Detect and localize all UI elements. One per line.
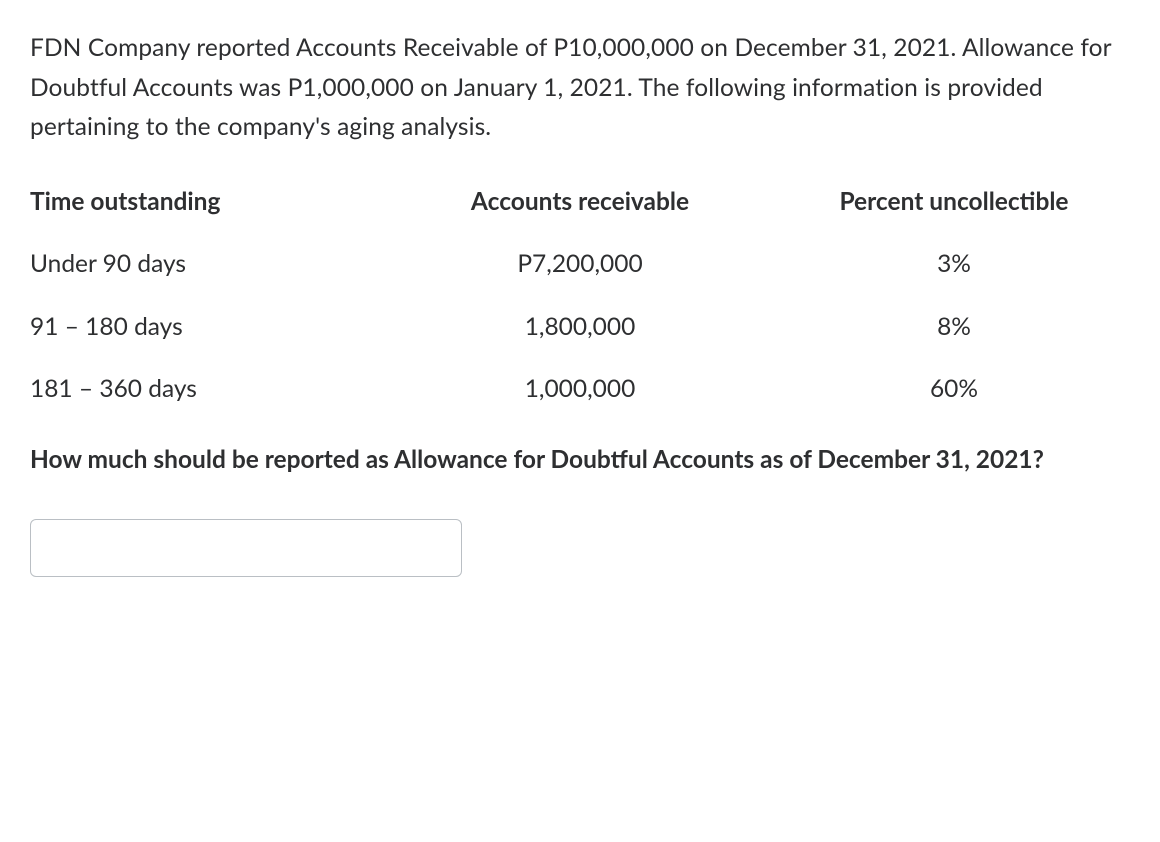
cell-ar: 1,800,000 bbox=[382, 296, 778, 358]
cell-pct: 8% bbox=[778, 296, 1130, 358]
col-header-time: Time outstanding bbox=[30, 171, 382, 233]
aging-table: Time outstanding Accounts receivable Per… bbox=[30, 171, 1130, 420]
cell-pct: 60% bbox=[778, 358, 1130, 420]
cell-ar: 1,000,000 bbox=[382, 358, 778, 420]
problem-intro: FDN Company reported Accounts Receivable… bbox=[30, 28, 1130, 147]
cell-ar: P7,200,000 bbox=[382, 233, 778, 295]
cell-time: 91 – 180 days bbox=[30, 296, 382, 358]
table-header-row: Time outstanding Accounts receivable Per… bbox=[30, 171, 1130, 233]
question-text: How much should be reported as Allowance… bbox=[30, 440, 1130, 479]
col-header-pct: Percent uncollectible bbox=[778, 171, 1130, 233]
table-row: 181 – 360 days 1,000,000 60% bbox=[30, 358, 1130, 420]
cell-time: Under 90 days bbox=[30, 233, 382, 295]
cell-pct: 3% bbox=[778, 233, 1130, 295]
table-row: 91 – 180 days 1,800,000 8% bbox=[30, 296, 1130, 358]
answer-input[interactable] bbox=[30, 519, 462, 577]
table-row: Under 90 days P7,200,000 3% bbox=[30, 233, 1130, 295]
cell-time: 181 – 360 days bbox=[30, 358, 382, 420]
col-header-ar: Accounts receivable bbox=[382, 171, 778, 233]
